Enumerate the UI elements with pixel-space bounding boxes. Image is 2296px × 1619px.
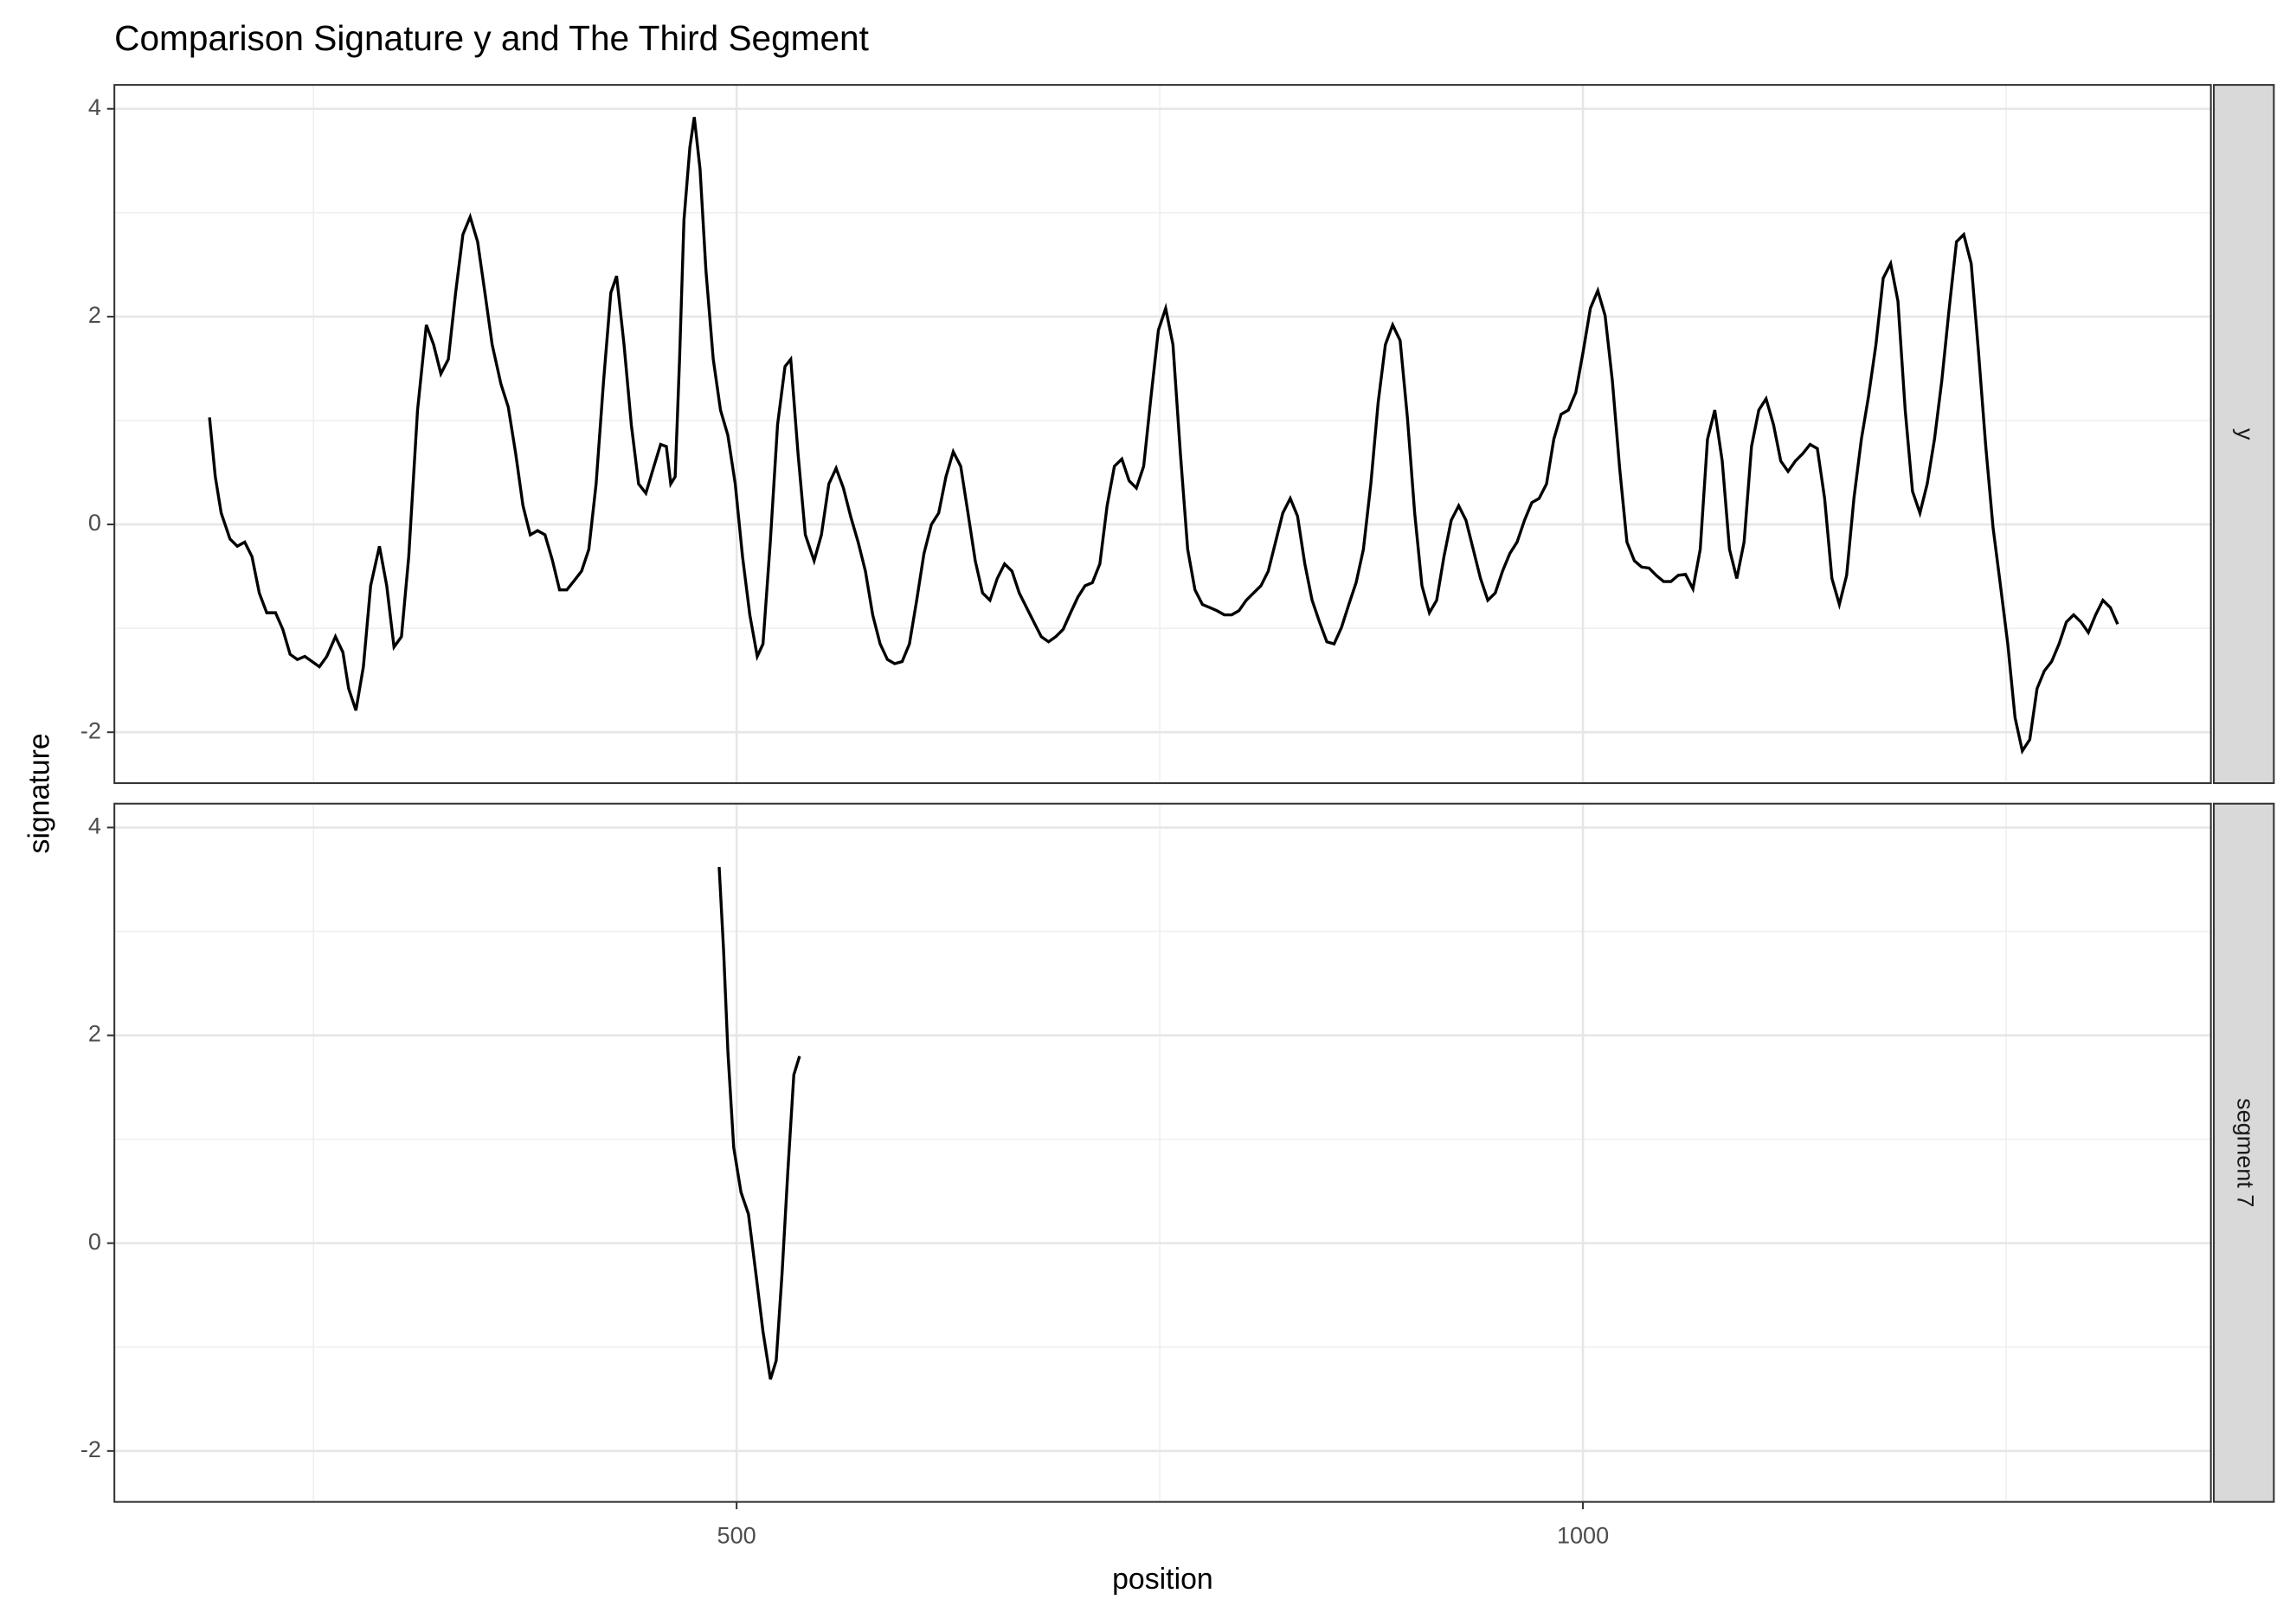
panel-border [113, 802, 2212, 1503]
x-tick-label: 1000 [1557, 1522, 1609, 1548]
panel-background [114, 803, 2211, 1502]
x-tick-label: 500 [717, 1522, 756, 1548]
panel-border [113, 84, 2212, 785]
y-tick-label: 4 [88, 813, 101, 838]
facet-label: y [2233, 428, 2259, 440]
y-tick-label: 2 [88, 1021, 101, 1047]
y-tick-label: 2 [88, 302, 101, 328]
data-line [208, 117, 2119, 755]
y-axis-label: signature [23, 733, 56, 853]
panel-background [114, 85, 2211, 784]
data-line [717, 866, 801, 1380]
chart-title: Comparison Signature y and The Third Seg… [114, 18, 869, 58]
y-tick-label: 0 [88, 1229, 101, 1255]
facet-strip [2213, 84, 2275, 785]
y-tick-label: -2 [80, 1436, 101, 1462]
y-tick-label: -2 [80, 717, 101, 743]
facet-strip [2213, 802, 2275, 1503]
y-tick-label: 0 [88, 510, 101, 536]
facet-label: segment 7 [2233, 1098, 2259, 1207]
y-tick-label: 4 [88, 94, 101, 120]
x-axis-label: position [1112, 1563, 1213, 1596]
